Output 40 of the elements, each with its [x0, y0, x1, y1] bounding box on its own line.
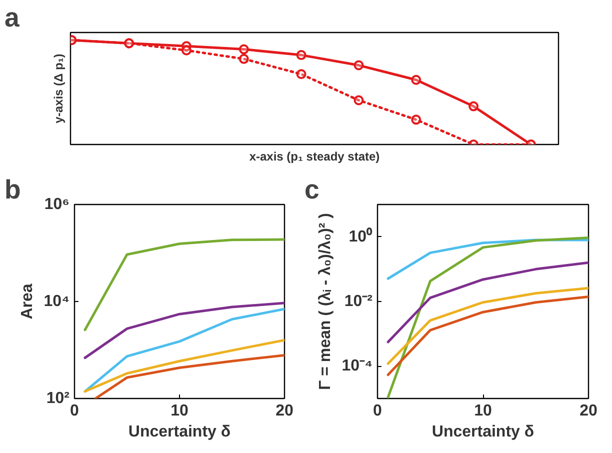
- point: [181, 45, 192, 56]
- x-tick-label: 20: [276, 402, 294, 420]
- y-tick-label: 10⁻²: [344, 293, 372, 310]
- point: [354, 95, 364, 106]
- line-series: [386, 286, 588, 365]
- line-series: [386, 261, 588, 344]
- point: [411, 114, 422, 125]
- x-axis-title: x-axis (p₁ steady state): [249, 150, 380, 164]
- x-tick-label: 10: [474, 402, 492, 420]
- x-tick-label: 0: [70, 402, 80, 420]
- line-series: [84, 238, 284, 332]
- text: a: [4, 2, 20, 32]
- y-tick-label: 10⁴: [44, 293, 70, 310]
- y-tick-label: 10⁰: [348, 227, 372, 246]
- x-axis-title: Uncertainty δ: [128, 424, 231, 440]
- point: [238, 54, 249, 64]
- text: b: [4, 174, 21, 204]
- point: [354, 60, 364, 70]
- line-series: [386, 296, 588, 376]
- x-tick-label: 10: [170, 402, 188, 420]
- point: [468, 101, 479, 112]
- point: [296, 50, 306, 60]
- x-tick-label: 0: [373, 402, 382, 420]
- line-series: [94, 354, 284, 398]
- line-series: [386, 236, 588, 398]
- point: [411, 74, 422, 85]
- x-axis-title: Uncertainty δ: [432, 424, 534, 440]
- line-series: [84, 308, 284, 393]
- y-tick-label: 10⁶: [44, 196, 70, 213]
- point: [296, 69, 306, 80]
- text: c: [304, 174, 320, 204]
- line-series: [84, 302, 284, 360]
- x-tick-label: 20: [580, 402, 598, 420]
- y-tick-label: 10⁻⁴: [342, 358, 373, 375]
- y-axis-title: Area: [18, 284, 36, 320]
- line-series: [84, 338, 284, 393]
- y-axis-title: Γ = mean ( (λᵢ - λ₀)/λ₀)² ): [316, 212, 334, 390]
- y-axis-title: y-axis (Δ p₁): [52, 54, 66, 124]
- y-tick-label: 10²: [46, 390, 70, 407]
- point: [238, 44, 249, 54]
